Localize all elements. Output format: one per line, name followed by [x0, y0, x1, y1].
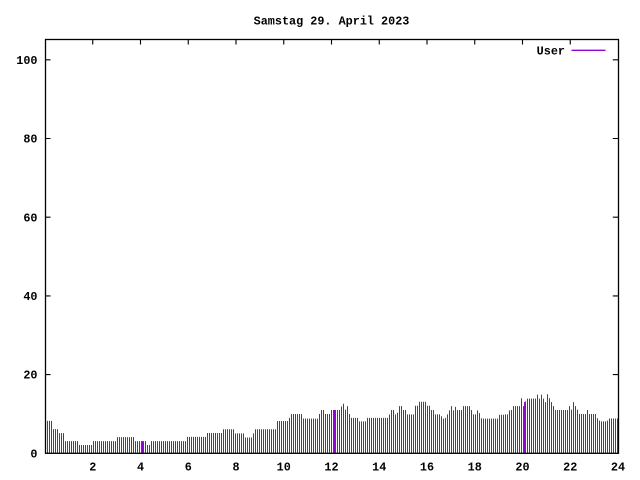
svg-text:60: 60 — [23, 211, 37, 225]
svg-text:18: 18 — [468, 460, 482, 474]
svg-text:20: 20 — [515, 460, 529, 474]
svg-text:80: 80 — [23, 133, 37, 147]
svg-text:100: 100 — [16, 54, 37, 68]
svg-text:Samstag 29. April 2023: Samstag 29. April 2023 — [254, 14, 410, 28]
svg-text:4: 4 — [137, 460, 144, 474]
svg-text:User: User — [537, 44, 565, 58]
svg-text:24: 24 — [611, 460, 625, 474]
svg-text:16: 16 — [420, 460, 434, 474]
svg-text:40: 40 — [23, 290, 37, 304]
svg-text:20: 20 — [23, 369, 37, 383]
svg-text:12: 12 — [324, 460, 338, 474]
svg-text:2: 2 — [89, 460, 96, 474]
svg-text:14: 14 — [372, 460, 386, 474]
svg-text:6: 6 — [185, 460, 192, 474]
svg-text:0: 0 — [30, 447, 37, 461]
svg-text:8: 8 — [232, 460, 239, 474]
svg-text:10: 10 — [277, 460, 291, 474]
svg-text:22: 22 — [563, 460, 577, 474]
